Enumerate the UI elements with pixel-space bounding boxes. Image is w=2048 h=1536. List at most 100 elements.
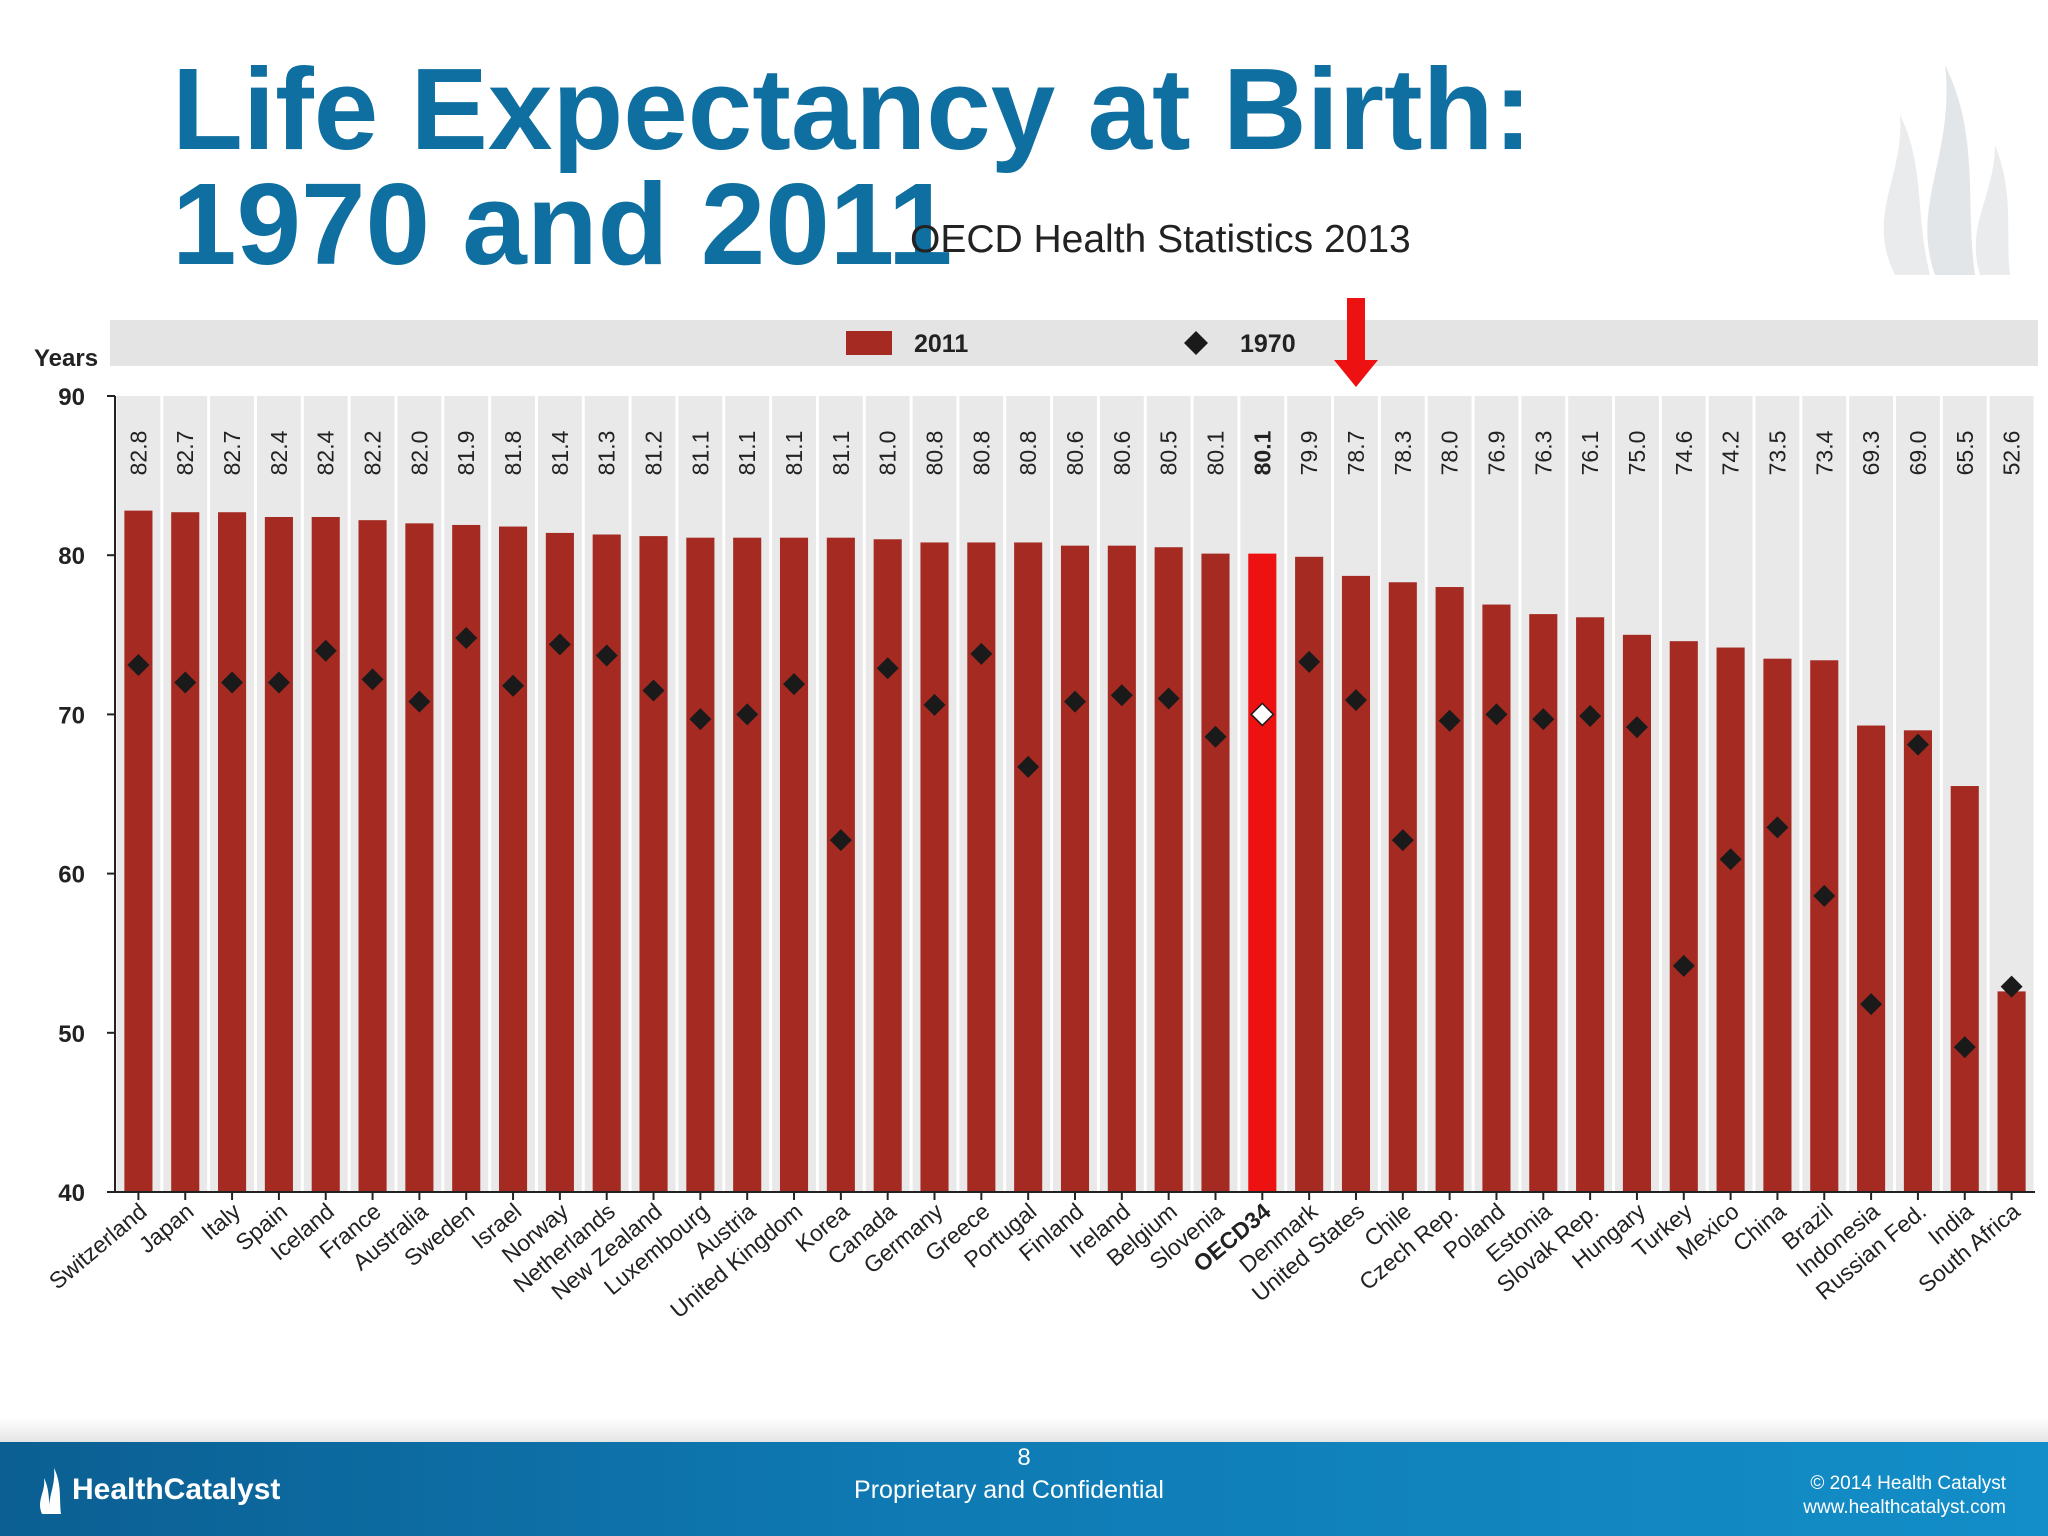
value-label-luxembourg: 81.1 — [687, 431, 713, 476]
value-label-france: 82.2 — [360, 431, 386, 476]
health-catalyst-logo: HealthCatalyst — [36, 1464, 280, 1516]
value-label-australia: 82.0 — [406, 431, 432, 476]
value-labels-2011: 82.8 82.7 82.7 82.4 82.4 82.2 82.0 81.9 81.8 81.4… — [125, 430, 2024, 475]
us-arrow-icon — [1334, 298, 1378, 387]
marker-1970-iceland — [314, 639, 337, 662]
marker-1970-united-kingdom — [783, 673, 806, 696]
value-label-czech-rep: 78.0 — [1437, 431, 1463, 476]
marker-1970-south-africa — [2000, 975, 2023, 998]
legend-label-1970: 1970 — [1240, 330, 1296, 358]
value-label-indonesia: 69.3 — [1858, 431, 1884, 476]
value-label-portugal: 80.8 — [1015, 431, 1041, 476]
marker-1970-netherlands — [595, 644, 618, 667]
website-link[interactable]: www.healthcatalyst.com — [1803, 1497, 2006, 1518]
bar-mexico — [1716, 647, 1745, 1192]
value-label-slovenia: 80.1 — [1202, 431, 1228, 476]
marker-1970-finland — [1064, 690, 1086, 713]
marker-1970-slovak-rep — [1579, 704, 1602, 727]
marker-1970-czech-rep — [1438, 709, 1461, 732]
marker-1970-chile — [1391, 829, 1414, 852]
value-label-slovak-rep: 76.1 — [1577, 431, 1603, 476]
bar-luxembourg — [686, 537, 715, 1192]
value-label-brazil: 73.4 — [1811, 430, 1837, 475]
bar-china — [1763, 658, 1792, 1192]
value-label-germany: 80.8 — [922, 431, 948, 476]
bar-estonia — [1529, 614, 1558, 1192]
marker-1970-israel — [502, 674, 525, 697]
value-label-sweden: 81.9 — [453, 431, 479, 476]
value-label-south-africa: 52.6 — [1999, 431, 2025, 476]
bar-finland — [1060, 545, 1090, 1192]
bar-czech-rep — [1435, 587, 1464, 1192]
life-expectancy-chart: 82.8 82.7 82.7 82.4 82.4 82.2 82.0 81.9 81.8 81.4… — [34, 298, 2038, 1323]
bar-netherlands — [592, 534, 621, 1192]
value-label-chile: 78.3 — [1390, 431, 1416, 476]
bar-india — [1950, 786, 1979, 1192]
footer-separator — [0, 1418, 2048, 1442]
marker-1970-turkey — [1672, 954, 1695, 977]
marker-1970-canada — [876, 657, 899, 680]
y-tick-label: 60 — [58, 862, 85, 889]
bar-israel — [499, 526, 528, 1192]
marker-1970-korea — [829, 829, 852, 852]
value-label-belgium: 80.5 — [1156, 431, 1182, 476]
flame-logo-icon — [40, 1468, 61, 1514]
value-label-oecd34: 80.1 — [1249, 430, 1275, 475]
legend-swatch-2011 — [846, 331, 892, 355]
value-label-israel: 81.8 — [500, 431, 526, 476]
x-tick-label-china: China — [1728, 1198, 1791, 1257]
marker-1970-switzerland — [127, 654, 150, 677]
x-tick-label-japan: Japan — [134, 1198, 199, 1258]
value-label-greece: 80.8 — [968, 431, 994, 476]
marker-1970-united-states — [1344, 689, 1367, 712]
value-label-netherlands: 81.3 — [594, 431, 620, 476]
copyright-block: © 2014 Health Catalyst www.healthcatalys… — [1803, 1472, 2006, 1520]
y-tick-label: 40 — [58, 1180, 85, 1207]
legend-diamond-1970 — [1184, 331, 1208, 355]
value-label-estonia: 76.3 — [1530, 431, 1556, 476]
marker-1970-ireland — [1110, 684, 1133, 707]
value-label-spain: 82.4 — [266, 430, 292, 475]
brand-name: HealthCatalyst — [72, 1473, 281, 1506]
value-label-japan: 82.7 — [172, 431, 198, 476]
value-label-china: 73.5 — [1764, 431, 1790, 476]
y-tick-label: 80 — [58, 543, 85, 570]
marker-1970-france — [361, 668, 384, 691]
marker-1970-estonia — [1532, 708, 1555, 731]
marker-1970-sweden — [455, 626, 478, 649]
bar-south-africa — [1997, 991, 2026, 1192]
value-label-norway: 81.4 — [547, 430, 573, 475]
bar-korea — [826, 537, 855, 1192]
marker-1970-mexico — [1719, 848, 1742, 871]
marker-1970-denmark — [1298, 650, 1321, 673]
slide-title: Life Expectancy at Birth: 1970 and 2011 — [172, 44, 1533, 289]
bar-chile — [1388, 582, 1417, 1192]
value-label-new-zealand: 81.2 — [641, 431, 667, 476]
flame-watermark-icon — [1883, 65, 2010, 275]
bar-germany — [920, 542, 949, 1192]
marker-1970-new-zealand — [642, 679, 665, 702]
marker-1970-china — [1766, 816, 1789, 839]
value-label-russian-fed: 69.0 — [1905, 431, 1931, 476]
bar-spain — [264, 516, 293, 1192]
bar-greece — [967, 542, 996, 1192]
legend-band — [110, 320, 2038, 366]
bar-australia — [405, 523, 434, 1192]
copyright-text: © 2014 Health Catalyst — [1810, 1473, 2006, 1494]
marker-1970-greece — [970, 642, 993, 665]
markers-1970 — [127, 626, 2023, 1059]
bar-united-kingdom — [779, 537, 809, 1192]
marker-1970-austria — [736, 703, 759, 726]
marker-1970-spain — [267, 671, 290, 694]
y-tick-label: 90 — [58, 384, 85, 411]
value-label-canada: 81.0 — [875, 431, 901, 476]
bar-norway — [545, 532, 574, 1192]
value-label-hungary: 75.0 — [1624, 431, 1650, 476]
bar-japan — [171, 512, 200, 1192]
bar-iceland — [311, 516, 340, 1192]
marker-1970-portugal — [1017, 755, 1040, 778]
bar-france — [358, 520, 387, 1192]
bar-canada — [873, 539, 902, 1192]
legend-label-2011: 2011 — [914, 330, 968, 358]
value-label-korea: 81.1 — [828, 431, 854, 476]
